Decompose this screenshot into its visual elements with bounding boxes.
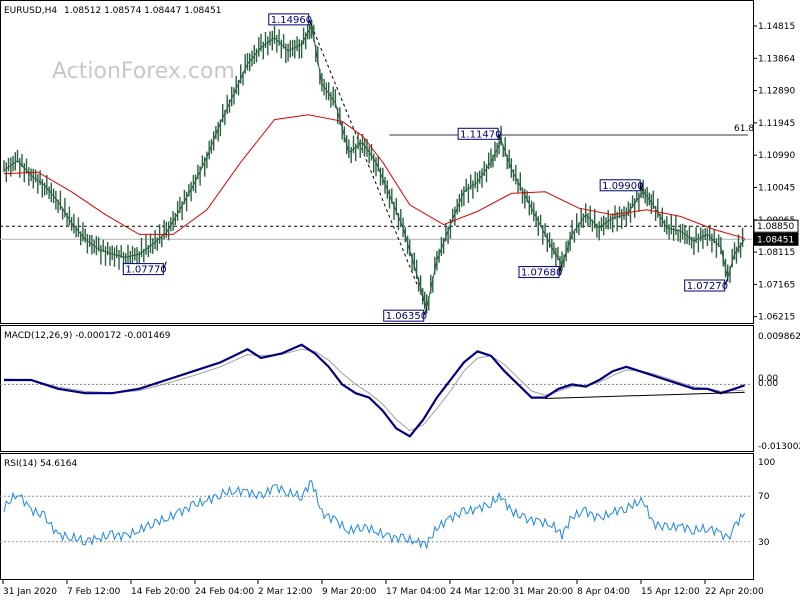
price-callout: 1.11470: [457, 127, 502, 141]
rsi-header: RSI(14) 54.6164: [4, 459, 77, 469]
rsi-axis-label: 100: [758, 458, 775, 468]
macd-trendline: [545, 391, 745, 399]
x-axis-label: 7 Feb 12:00: [67, 587, 121, 597]
moving-average-line: [3, 114, 745, 239]
macd-main-line: [4, 343, 745, 438]
price-callout-leader: [423, 307, 428, 316]
macd-axis-label: 0.009862: [758, 332, 800, 342]
x-axis-label: 14 Feb 20:00: [131, 587, 190, 597]
rsi-axis-label: 30: [758, 538, 770, 548]
price-line: [3, 24, 746, 309]
price-axis-label: 1.10045: [758, 184, 795, 194]
retracement-diagonal: [311, 25, 428, 309]
price-callout: 1.07270: [684, 277, 729, 292]
price-callout-label: 1.14960: [271, 15, 312, 26]
price-axis-label: 1.07165: [758, 280, 795, 290]
x-axis-label: 17 Mar 04:00: [386, 587, 446, 597]
price-callout: 1.07680: [518, 264, 563, 279]
price-callout-leader: [497, 133, 502, 141]
price-callout-label: 1.11470: [460, 129, 501, 140]
x-axis-label: 9 Mar 20:00: [322, 587, 377, 597]
fib-level-label: 61.8: [734, 124, 754, 134]
price-callout-leader: [639, 185, 644, 192]
x-axis-label: 24 Mar 12:00: [450, 587, 510, 597]
price-callout-leader: [162, 261, 167, 270]
x-axis-label: 24 Feb 04:00: [195, 587, 254, 597]
price-axis-label: 1.06215: [758, 313, 795, 323]
macd-header: MACD(12,26,9) -0.000172 -0.001469: [4, 331, 171, 341]
rsi-line: [3, 480, 746, 549]
x-axis-label: 31 Mar 20:00: [513, 587, 573, 597]
price-tag-label: 1.08850: [757, 222, 794, 232]
macd-axis-label: 0.00: [758, 374, 778, 384]
price-callout: 1.14960: [268, 13, 313, 27]
macd-signal-line: [3, 348, 745, 432]
price-series: [3, 19, 746, 314]
price-axis-label: 1.12890: [758, 87, 795, 97]
price-axis-label: 1.14815: [758, 22, 795, 32]
price-callout: 1.09900: [599, 179, 644, 192]
price-axis-label: 1.13864: [758, 54, 795, 64]
price-callout-leader: [724, 277, 729, 286]
price-callout-label: 1.06350: [386, 311, 427, 322]
x-axis-label: 8 Apr 04:00: [577, 587, 630, 597]
macd-axis-label: 0.00: [758, 379, 778, 389]
symbol-header: EURUSD,H4 1.08512 1.08574 1.08447 1.0845…: [4, 6, 221, 16]
price-callout-label: 1.09900: [602, 181, 643, 192]
price-callout-label: 1.07770: [125, 265, 166, 276]
rsi-axis-label: 70: [758, 492, 770, 502]
price-callout-label: 1.07680: [521, 268, 562, 279]
price-tag-box: [753, 219, 799, 233]
x-axis-label: 31 Jan 2020: [3, 587, 57, 597]
price-axis-label: 1.11945: [758, 119, 795, 129]
price-callout: 1.07770: [122, 261, 167, 276]
macd-layer: [0, 343, 752, 438]
price-axis-label: 1.08115: [758, 248, 795, 258]
price-tag-label: 1.08451: [757, 235, 794, 245]
price-tag-box: [753, 232, 799, 246]
price-callout: 1.06350: [383, 307, 428, 322]
x-axis-label: 22 Apr 20:00: [705, 587, 764, 597]
price-callout-label: 1.07270: [687, 281, 728, 292]
price-callout-leader: [558, 264, 563, 273]
macd-axis-label: -0.013002: [758, 442, 800, 452]
watermark: ActionForex.com: [52, 59, 235, 84]
rsi-layer: [0, 480, 752, 549]
macd-panel-frame: [0, 325, 754, 452]
rsi-panel-frame: [0, 453, 754, 580]
axis-layer: 1.14815 1.13864 1.12890 1.11945 1.10990 1.100…: [2, 22, 800, 597]
x-axis-label: 2 Mar 12:00: [258, 587, 313, 597]
price-panel-frame: [0, 0, 754, 324]
price-layer: 61.8 1.14960 1.11470 1.09900 1.07770 1.06350 1…: [0, 13, 754, 322]
price-callout-leader: [308, 19, 313, 27]
price-axis-label: 1.10990: [758, 151, 795, 161]
x-axis-label: 15 Apr 12:00: [641, 587, 700, 597]
